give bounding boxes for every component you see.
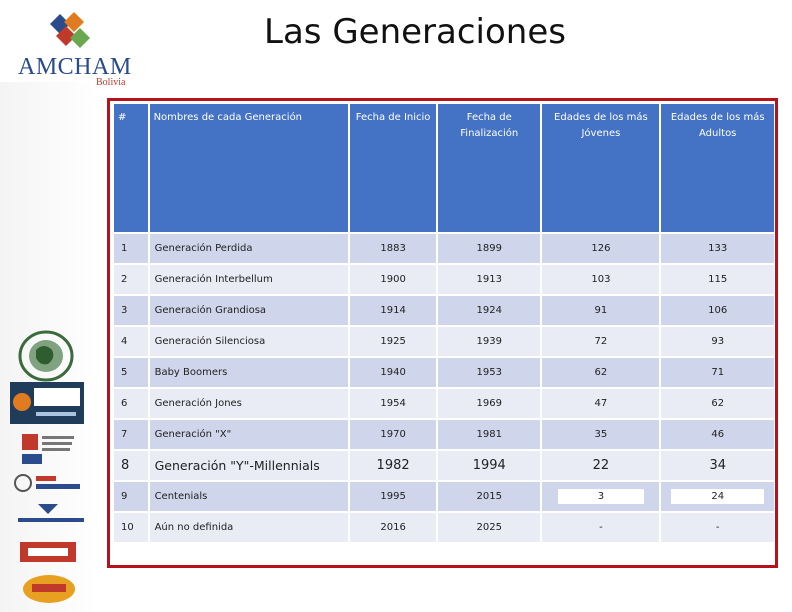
cell-youngest-age: - bbox=[542, 513, 660, 542]
cell-start-year: 1900 bbox=[350, 265, 437, 294]
cell-oldest-age: 106 bbox=[661, 296, 774, 325]
mlemi-logo bbox=[20, 542, 76, 562]
cell-end-year: 1969 bbox=[438, 389, 541, 418]
cell-number: 1 bbox=[114, 234, 148, 263]
cell-number: 4 bbox=[114, 327, 148, 356]
globe-seal-icon bbox=[18, 330, 74, 382]
cell-generation-name: Generación "X" bbox=[149, 420, 349, 449]
cell-end-year: 1994 bbox=[438, 451, 541, 480]
bolivian-logo bbox=[18, 504, 84, 522]
cell-number: 3 bbox=[114, 296, 148, 325]
column-header: # bbox=[114, 104, 148, 232]
cell-start-year: 1954 bbox=[350, 389, 437, 418]
sidebar-logos bbox=[0, 82, 98, 612]
table-row: 9 Centenials 1995 2015 3 24 bbox=[114, 482, 774, 511]
red-consulting-logo bbox=[14, 474, 80, 492]
babc-logo bbox=[10, 382, 84, 424]
cell-generation-name: Generación Interbellum bbox=[149, 265, 349, 294]
cell-youngest-age: 22 bbox=[542, 451, 660, 480]
cell-youngest-age: 103 bbox=[542, 265, 660, 294]
table-row: 10 Aún no definida 2016 2025 - - bbox=[114, 513, 774, 542]
column-header: Edades de los más Jóvenes bbox=[542, 104, 660, 232]
cell-generation-name: Generación "Y"-Millennials bbox=[149, 451, 349, 480]
table-row: 7 Generación "X" 1970 1981 35 46 bbox=[114, 420, 774, 449]
column-header: Fecha de Finalización bbox=[438, 104, 541, 232]
cell-youngest-age: 47 bbox=[542, 389, 660, 418]
ceci-logo bbox=[22, 434, 74, 464]
cell-oldest-age: 46 bbox=[661, 420, 774, 449]
table-row: 2 Generación Interbellum 1900 1913 103 1… bbox=[114, 265, 774, 294]
table-row: 6 Generación Jones 1954 1969 47 62 bbox=[114, 389, 774, 418]
cell-youngest-age-value: 3 bbox=[557, 489, 645, 504]
cell-end-year: 1981 bbox=[438, 420, 541, 449]
cell-number: 10 bbox=[114, 513, 148, 542]
table-row: 4 Generación Silenciosa 1925 1939 72 93 bbox=[114, 327, 774, 356]
table-row: 1 Generación Perdida 1883 1899 126 133 bbox=[114, 234, 774, 263]
cell-number: 9 bbox=[114, 482, 148, 511]
cell-end-year: 2025 bbox=[438, 513, 541, 542]
cell-youngest-age: 35 bbox=[542, 420, 660, 449]
cell-generation-name: Generación Silenciosa bbox=[149, 327, 349, 356]
cell-number: 7 bbox=[114, 420, 148, 449]
cell-youngest-age: 62 bbox=[542, 358, 660, 387]
cell-oldest-age: 115 bbox=[661, 265, 774, 294]
cell-start-year: 1914 bbox=[350, 296, 437, 325]
column-header: Edades de los más Adultos bbox=[661, 104, 774, 232]
cell-youngest-age: 3 bbox=[542, 482, 660, 511]
cell-end-year: 1924 bbox=[438, 296, 541, 325]
cell-generation-name: Generación Jones bbox=[149, 389, 349, 418]
cell-end-year: 1899 bbox=[438, 234, 541, 263]
cell-youngest-age: 91 bbox=[542, 296, 660, 325]
logo-subtitle: Bolivia bbox=[96, 77, 126, 88]
cell-end-year: 1913 bbox=[438, 265, 541, 294]
table-row: 5 Baby Boomers 1940 1953 62 71 bbox=[114, 358, 774, 387]
cell-oldest-age: 93 bbox=[661, 327, 774, 356]
cell-start-year: 1883 bbox=[350, 234, 437, 263]
cell-generation-name: Generación Grandiosa bbox=[149, 296, 349, 325]
cell-start-year: 1940 bbox=[350, 358, 437, 387]
cell-number: 5 bbox=[114, 358, 148, 387]
cell-number: 6 bbox=[114, 389, 148, 418]
cell-generation-name: Aún no definida bbox=[149, 513, 349, 542]
cell-oldest-age: 34 bbox=[661, 451, 774, 480]
cell-oldest-age: 62 bbox=[661, 389, 774, 418]
cell-start-year: 1995 bbox=[350, 482, 437, 511]
amcham-diamond-icon bbox=[50, 12, 90, 48]
cell-oldest-age: 133 bbox=[661, 234, 774, 263]
table-row: 8 Generación "Y"-Millennials 1982 1994 2… bbox=[114, 451, 774, 480]
cell-end-year: 2015 bbox=[438, 482, 541, 511]
column-header: Fecha de Inicio bbox=[350, 104, 437, 232]
cell-start-year: 1982 bbox=[350, 451, 437, 480]
cell-end-year: 1939 bbox=[438, 327, 541, 356]
cell-youngest-age: 72 bbox=[542, 327, 660, 356]
table-header-row: # Nombres de cada Generación Fecha de In… bbox=[114, 104, 774, 232]
cell-oldest-age: - bbox=[661, 513, 774, 542]
cell-start-year: 1970 bbox=[350, 420, 437, 449]
amcham-logo: AMCHAM Bolivia bbox=[12, 10, 132, 88]
cell-generation-name: Centenials bbox=[149, 482, 349, 511]
cell-oldest-age: 71 bbox=[661, 358, 774, 387]
cell-generation-name: Generación Perdida bbox=[149, 234, 349, 263]
cell-oldest-age: 24 bbox=[661, 482, 774, 511]
generations-table: # Nombres de cada Generación Fecha de In… bbox=[112, 102, 776, 544]
cell-number: 2 bbox=[114, 265, 148, 294]
cell-generation-name: Baby Boomers bbox=[149, 358, 349, 387]
cell-start-year: 1925 bbox=[350, 327, 437, 356]
cell-number: 8 bbox=[114, 451, 148, 480]
logo-name: AMCHAM bbox=[18, 54, 132, 80]
table-row: 3 Generación Grandiosa 1914 1924 91 106 bbox=[114, 296, 774, 325]
cell-oldest-age-value: 24 bbox=[671, 489, 765, 504]
cell-start-year: 2016 bbox=[350, 513, 437, 542]
column-header: Nombres de cada Generación bbox=[149, 104, 349, 232]
bolivian-research-group-logo bbox=[23, 575, 75, 603]
cell-youngest-age: 126 bbox=[542, 234, 660, 263]
page-title: Las Generaciones bbox=[264, 12, 566, 52]
cell-end-year: 1953 bbox=[438, 358, 541, 387]
